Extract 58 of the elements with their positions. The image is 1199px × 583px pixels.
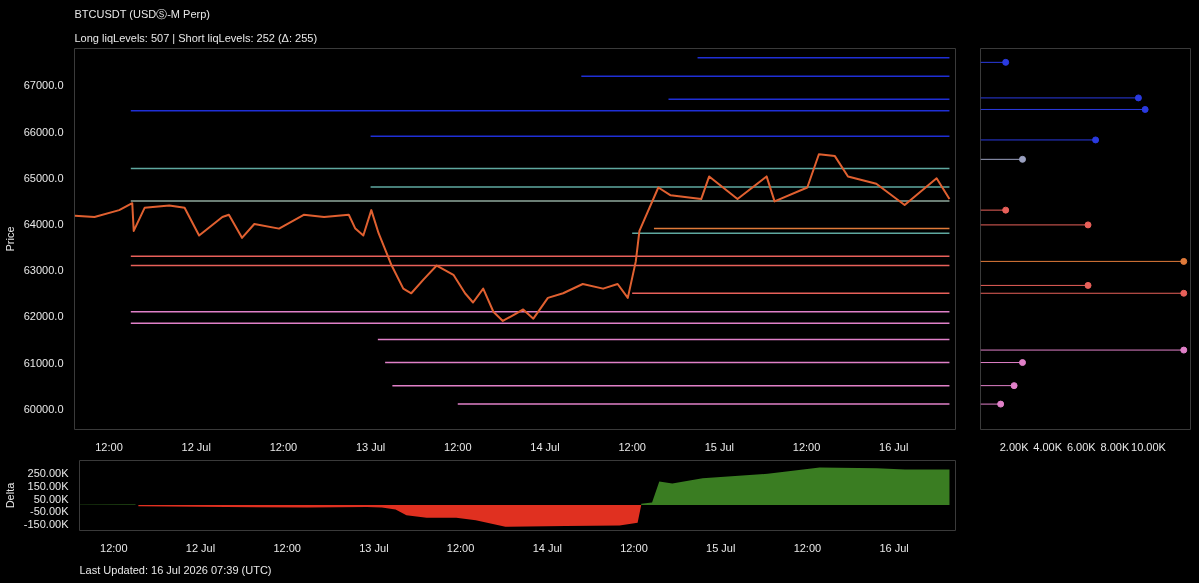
x-tick-label: 13 Jul	[359, 541, 389, 554]
y-tick-label: 67000.0	[23, 79, 64, 92]
line-series	[74, 153, 951, 322]
x-tick-label: 12:00	[618, 440, 646, 453]
x-tick-label: 12 Jul	[185, 541, 216, 554]
point	[1180, 289, 1188, 297]
point	[1084, 281, 1092, 289]
y-tick-label: 250.00K	[27, 467, 70, 480]
x-tick-label: 12:00	[100, 541, 128, 554]
x-tick-label: 16 Jul	[879, 440, 909, 453]
x-tick-label: 4.00K	[1033, 440, 1063, 453]
point	[1019, 155, 1026, 163]
x-tick-label: 16 Jul	[879, 541, 909, 554]
point	[1134, 94, 1142, 102]
point	[1002, 58, 1010, 66]
x-tick-label: 2.00K	[999, 440, 1030, 453]
x-tick-label: 12:00	[444, 440, 472, 453]
text: Last Updated: 16 Jul 2026 07:39 (UTC)	[79, 563, 272, 576]
x-tick-label: 12:00	[793, 541, 822, 554]
y-tick-label: 60000.0	[23, 402, 64, 415]
x-tick-label: 12:00	[792, 440, 821, 453]
chart-subtitle: Long liqLevels: 507 | Short liqLevels: 252 (Δ: 255)	[74, 31, 318, 44]
point	[1084, 221, 1092, 229]
y-tick-label: 65000.0	[23, 171, 64, 184]
y-tick-label: 64000.0	[23, 217, 64, 230]
x-tick-label: 12:00	[269, 440, 298, 453]
point	[1180, 346, 1188, 354]
point	[1019, 359, 1026, 367]
y-axis-title: Price	[3, 226, 16, 252]
x-tick-label: 12:00	[95, 440, 123, 453]
x-tick-label: 12:00	[273, 541, 301, 554]
x-tick-label: 12:00	[620, 541, 648, 554]
x-tick-label: 15 Jul	[704, 440, 735, 453]
point	[997, 400, 1005, 408]
y-tick-label: -150.00K	[23, 518, 70, 531]
x-tick-label: 14 Jul	[532, 541, 562, 554]
y-tick-label: -50.00K	[29, 505, 70, 518]
x-tick-label: 12:00	[446, 541, 475, 554]
y-tick-label: 50.00K	[33, 492, 70, 505]
chart-title: BTCUSDT (USDⓈ-M Perp)	[74, 7, 210, 20]
point	[1180, 257, 1188, 265]
y-tick-label: 150.00K	[27, 479, 70, 492]
y-tick-label: 63000.0	[23, 264, 64, 277]
y-tick-label: 66000.0	[23, 125, 64, 138]
y-tick-label: 61000.0	[23, 356, 64, 369]
point	[1092, 136, 1100, 144]
x-tick-label: 15 Jul	[706, 541, 736, 554]
x-tick-label: 14 Jul	[530, 440, 560, 453]
point	[1010, 382, 1018, 390]
y-tick-label: 62000.0	[23, 310, 64, 323]
x-tick-label: 10.00K	[1131, 440, 1167, 453]
point	[1141, 105, 1149, 113]
y-axis-title: Delta	[3, 481, 16, 509]
x-tick-label: 12 Jul	[181, 440, 211, 453]
x-tick-label: 13 Jul	[355, 440, 386, 453]
x-tick-label: 8.00K	[1100, 440, 1130, 453]
point	[1002, 206, 1010, 214]
x-tick-label: 6.00K	[1066, 440, 1097, 453]
